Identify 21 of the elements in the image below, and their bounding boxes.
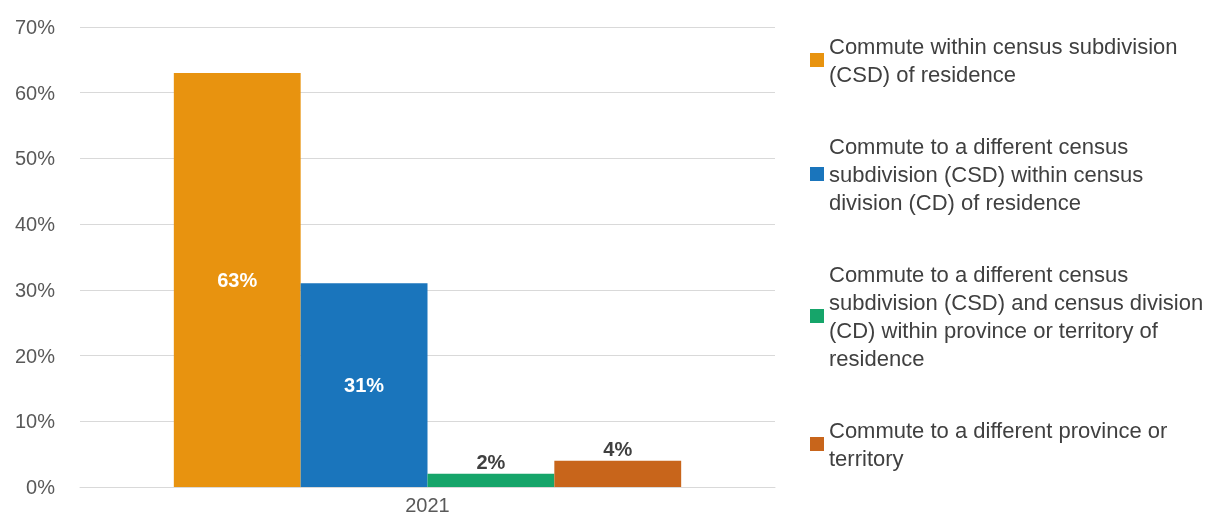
legend-label: Commute to a different province or territory — [829, 417, 1174, 471]
x-tick-label: 2021 — [405, 494, 450, 516]
data-label: 4% — [603, 437, 633, 460]
y-tick-label: 70% — [14, 16, 56, 38]
legend-label: Commute to a different census subdivision (CSD) and census division (CD) within province or territory of residence — [829, 261, 1210, 371]
y-tick-label: 20% — [14, 344, 56, 367]
data-label: 63% — [217, 269, 258, 291]
bar — [173, 73, 301, 487]
y-tick-label: 30% — [14, 278, 56, 301]
y-tick-label: 50% — [14, 147, 56, 170]
data-label: 31% — [344, 374, 385, 397]
y-tick-label: 10% — [14, 410, 56, 433]
y-tick-label: 0% — [26, 476, 56, 498]
legend-label: Commute to a different census subdivision (CSD) within census division (CD) of residence — [829, 133, 1150, 215]
bar — [300, 283, 428, 487]
y-tick-label: 40% — [14, 213, 56, 236]
legend-label: Commute within census subdivision (CSD) of residence — [829, 33, 1184, 87]
data-label: 2% — [476, 450, 506, 473]
y-tick-label: 60% — [14, 81, 56, 104]
bar — [554, 460, 682, 487]
bar — [427, 473, 555, 487]
